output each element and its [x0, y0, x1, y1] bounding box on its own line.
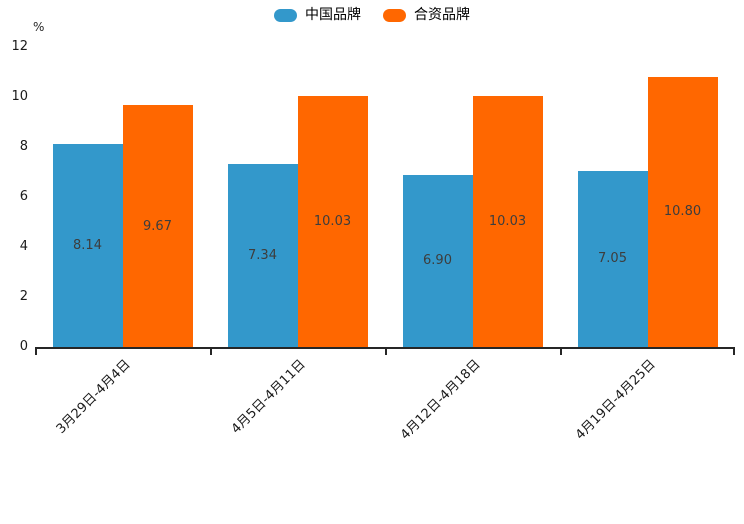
bar-china-brands-group-4: 7.05	[577, 170, 648, 347]
x-tick-mark	[733, 347, 735, 355]
bar-joint-venture-brands-group-3: 10.03	[472, 96, 543, 347]
x-tick-label: 3月29日-4月4日	[53, 357, 134, 437]
legend-swatch-china-brands	[274, 8, 297, 22]
x-tick-mark	[35, 347, 37, 355]
y-tick-label: 10	[11, 89, 28, 105]
legend-label: 合资品牌	[414, 7, 470, 23]
legend-swatch-joint-venture-brands	[383, 8, 406, 22]
bar-joint-venture-brands-group-2: 10.03	[297, 96, 368, 347]
bar-value-label: 10.03	[488, 213, 527, 229]
bar-china-brands-group-2: 7.34	[227, 163, 298, 347]
legend-item-china-brands[interactable]: 中国品牌	[274, 8, 361, 22]
legend-label: 中国品牌	[305, 7, 361, 23]
chart-legend: 中国品牌 合资品牌	[0, 8, 744, 22]
bar-value-label: 10.80	[663, 204, 702, 220]
bar-value-label: 9.67	[143, 218, 172, 234]
bar-value-label: 7.05	[598, 251, 627, 267]
x-tick-label: 4月12日-4月18日	[397, 357, 484, 443]
y-tick-label: 4	[19, 239, 28, 255]
y-tick-label: 6	[19, 189, 28, 205]
x-tick-mark	[560, 347, 562, 355]
x-tick-mark	[210, 347, 212, 355]
x-tick-label: 4月19日-4月25日	[572, 357, 659, 443]
y-tick-label: 12	[11, 39, 28, 55]
x-tick-mark	[385, 347, 387, 355]
y-tick-label: 8	[19, 139, 28, 155]
y-tick-label: 0	[19, 339, 28, 355]
bar-chart: 中国品牌 合资品牌 % 0 2 4 6 8 10 12 8.14 9.67 3月29日-4月4日 7.…	[0, 8, 744, 443]
bar-value-label: 10.03	[313, 213, 352, 229]
bar-value-label: 7.34	[248, 247, 277, 263]
plot-area: 0 2 4 6 8 10 12 8.14 9.67 3月29日-4月4日 7.34 10.03 4月5日…	[11, 39, 735, 443]
x-tick-label: 4月5日-4月11日	[228, 357, 309, 437]
y-axis-unit-label: %	[33, 20, 45, 34]
bar-china-brands-group-3: 6.90	[402, 174, 473, 347]
bar-joint-venture-brands-group-4: 10.80	[647, 77, 718, 347]
bar-china-brands-group-1: 8.14	[52, 143, 123, 347]
y-tick-label: 2	[19, 289, 28, 305]
bar-value-label: 6.90	[423, 252, 452, 268]
legend-item-joint-venture-brands[interactable]: 合资品牌	[383, 8, 470, 22]
bar-value-label: 8.14	[73, 237, 102, 253]
bar-joint-venture-brands-group-1: 9.67	[122, 105, 193, 347]
